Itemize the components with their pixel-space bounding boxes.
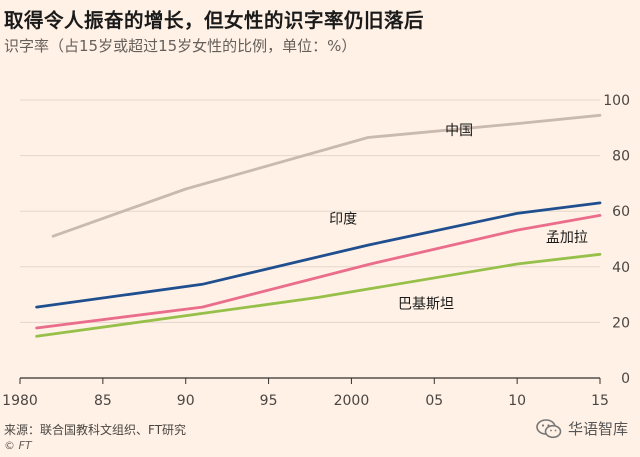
- grid-layer: [20, 99, 600, 323]
- series-label-bangladesh: 孟加拉: [546, 230, 588, 246]
- chart-subtitle: 识字率（占15岁或超过15岁女性的比例，单位：%）: [4, 37, 357, 55]
- chart-title: 取得令人振奋的增长，但女性的识字率仍旧落后: [4, 9, 425, 32]
- series-line-bangladesh: [35, 213, 602, 330]
- series-label-india: 印度: [329, 212, 357, 228]
- x-tick-label: 15: [591, 393, 609, 409]
- x-tick-label: 90: [177, 393, 195, 409]
- series-line-india: [35, 201, 602, 309]
- source-note: 来源：联合国教科文组织、FT研究: [4, 423, 187, 437]
- watermark: 华语智库: [536, 418, 628, 439]
- series-label-pakistan: 巴基斯坦: [398, 296, 454, 313]
- watermark-text: 华语智库: [567, 420, 628, 438]
- y-tick-label: 0: [621, 371, 630, 387]
- y-tick-label: 60: [612, 204, 630, 220]
- x-tick-label: 10: [508, 393, 526, 409]
- y-tick-label: 100: [603, 93, 630, 109]
- x-tick-label: 1980: [2, 393, 38, 409]
- series-label-china: 中国: [445, 123, 473, 139]
- x-tick-label: 95: [260, 393, 278, 409]
- wechat-icon: [536, 418, 562, 438]
- series-line-china: [51, 113, 602, 238]
- x-tick-label: 2000: [334, 393, 370, 409]
- series-line-pakistan: [35, 252, 602, 338]
- series-layer: [35, 113, 602, 338]
- x-tick-label: 85: [94, 393, 112, 409]
- y-tick-label: 20: [612, 315, 630, 331]
- ft-credit: © FT: [4, 439, 32, 452]
- axis-layer: 0 20 40 60 80 100 1980 85 90 95 2000 05 10 15: [2, 93, 630, 409]
- y-tick-label: 80: [612, 149, 630, 165]
- x-tick-label: 05: [425, 393, 443, 409]
- y-tick-label: 40: [612, 260, 630, 276]
